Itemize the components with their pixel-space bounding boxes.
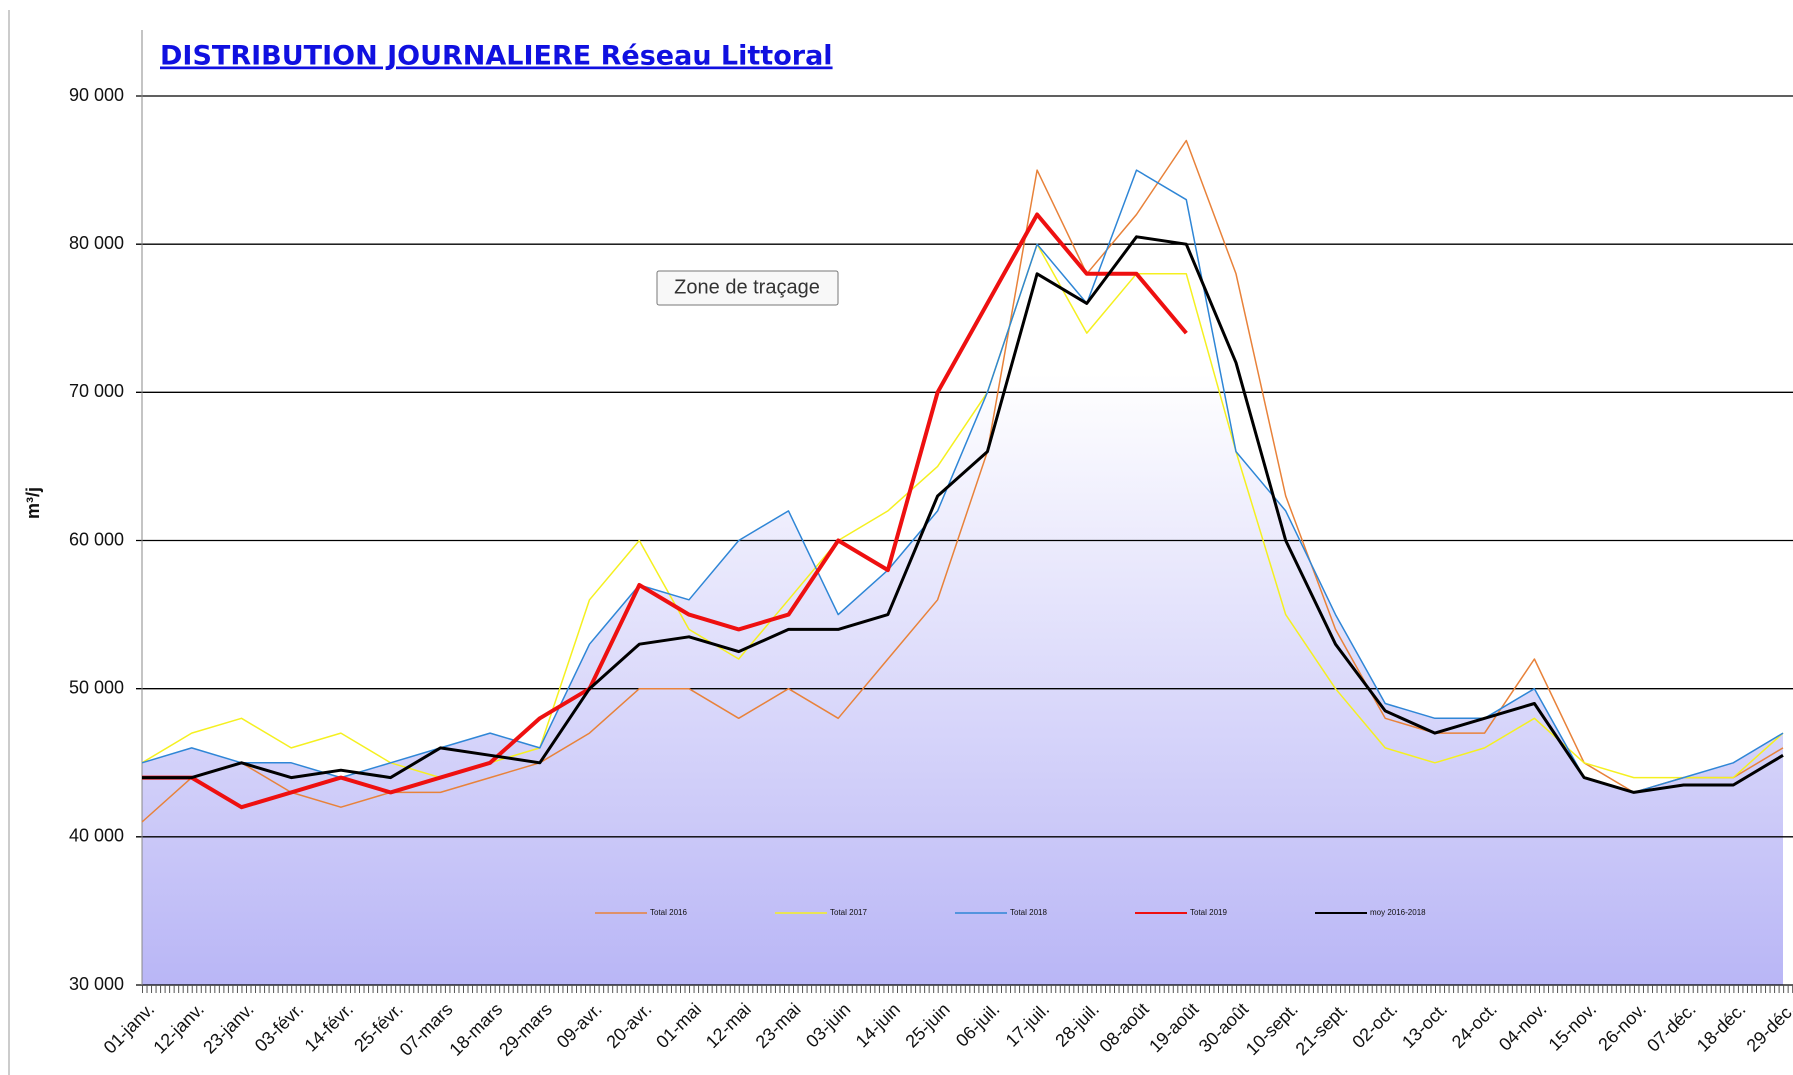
- series-line: [141, 139, 1784, 823]
- legend-label: moy 2016-2018: [1370, 908, 1426, 917]
- x-tick-label: 29-mars: [495, 999, 556, 1060]
- x-tick-label: 29-déc.: [1743, 999, 1793, 1056]
- x-tick-label: 09-avr.: [553, 999, 606, 1052]
- x-tick-label: 18-mars: [445, 999, 506, 1060]
- y-tick-label: 50 000: [69, 677, 124, 697]
- y-axis-label: m³/j: [23, 487, 43, 519]
- legend-label: Total 2016: [650, 908, 687, 917]
- series-line: [141, 243, 1784, 779]
- x-tick-label: 07-déc.: [1643, 999, 1700, 1056]
- x-tick-label: 24-oct.: [1448, 999, 1501, 1052]
- x-tick-label: 04-nov.: [1495, 999, 1551, 1055]
- x-tick-label: 10-sept.: [1242, 999, 1302, 1059]
- series-line: [142, 235, 1784, 794]
- x-tick-label: 14-juin: [852, 999, 904, 1051]
- x-tick-label: 23-mai: [752, 999, 805, 1052]
- legend-label: Total 2018: [1010, 908, 1047, 917]
- x-tick-label: 21-sept.: [1292, 999, 1352, 1059]
- y-tick-label: 30 000: [69, 974, 124, 994]
- x-tick-label: 03-févr.: [251, 999, 308, 1056]
- y-tick-label: 60 000: [69, 529, 124, 549]
- x-tick-label: 25-juin: [901, 999, 953, 1051]
- x-tick-label: 12-mai: [702, 999, 755, 1052]
- legend-label: Total 2017: [830, 908, 867, 917]
- x-tick-label: 18-déc.: [1693, 999, 1750, 1056]
- x-tick-label: 01-mai: [652, 999, 705, 1052]
- x-tick-label: 08-août: [1095, 999, 1152, 1056]
- x-tick-label: 23-janv.: [199, 999, 257, 1057]
- x-tick-label: 02-oct.: [1348, 999, 1401, 1052]
- x-tick-label: 13-oct.: [1398, 999, 1451, 1052]
- series-line: [142, 212, 1188, 810]
- x-tick-label: 14-févr.: [301, 999, 358, 1056]
- tooltip-text: Zone de traçage: [674, 276, 820, 298]
- y-tick-label: 40 000: [69, 826, 124, 846]
- area: [142, 170, 1783, 986]
- y-tick-label: 70 000: [69, 381, 124, 401]
- x-tick-label: 19-août: [1145, 999, 1202, 1056]
- x-tick-label: 20-avr.: [602, 999, 655, 1052]
- legend-label: Total 2019: [1190, 908, 1227, 917]
- x-tick-label: 01-janv.: [100, 999, 158, 1057]
- x-tick-label: 03-juin: [802, 999, 854, 1051]
- y-tick-label: 90 000: [69, 85, 124, 105]
- y-tick-label: 80 000: [69, 233, 124, 253]
- x-tick-label: 15-nov.: [1545, 999, 1601, 1055]
- x-tick-label: 17-juil.: [1002, 999, 1054, 1051]
- x-tick-label: 12-janv.: [149, 999, 207, 1057]
- x-tick-label: 07-mars: [396, 999, 457, 1060]
- chart-title: DISTRIBUTION JOURNALIERE Réseau Littoral: [160, 41, 833, 72]
- series-line: [141, 169, 1784, 794]
- x-tick-label: 06-juil.: [952, 999, 1004, 1051]
- tooltip-box: [656, 270, 839, 306]
- x-tick-label: 26-nov.: [1594, 999, 1650, 1055]
